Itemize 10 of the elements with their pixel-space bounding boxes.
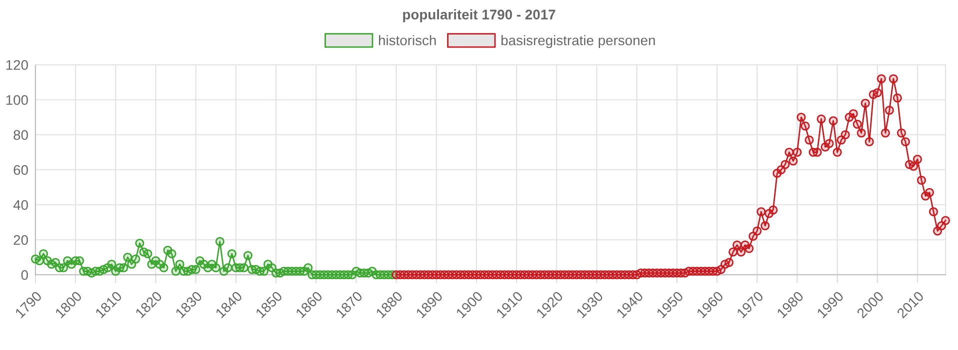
y-tick-label: 100	[6, 95, 28, 105]
y-tick-label: 120	[6, 60, 28, 70]
legend-label: basisregistratie personen	[501, 35, 655, 48]
y-tick-label: 0	[21, 270, 28, 280]
y-tick-label: 60	[14, 165, 28, 175]
legend-label: historisch	[378, 35, 436, 46]
y-tick-label: 80	[14, 130, 28, 140]
y-tick-label: 20	[14, 235, 28, 245]
y-tick-label: 40	[13, 200, 28, 210]
chart-title: populariteit 1790 - 2017	[403, 9, 556, 22]
